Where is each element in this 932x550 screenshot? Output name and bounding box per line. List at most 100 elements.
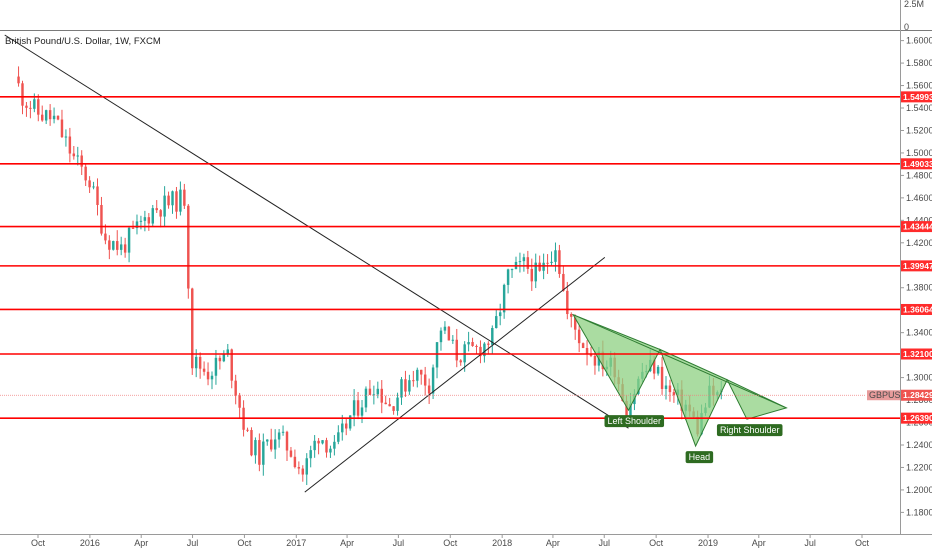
price-tick-label: 1.30000 [906, 373, 932, 383]
candle-down [625, 401, 628, 419]
candle-down [198, 356, 202, 369]
price-tick-label: 1.22000 [906, 462, 932, 472]
trendlines [4, 34, 629, 493]
candle-up [254, 440, 257, 456]
candle-up [281, 431, 285, 433]
horizontal-levels: 1.54993 1.49033 1.43444 1.39947 1.36064 1.321… [0, 91, 932, 424]
ascending-trendline [304, 257, 606, 493]
candle-down [526, 257, 530, 269]
time-tick-label: Oct [649, 538, 664, 548]
candle-down [234, 380, 237, 396]
candle-down [356, 400, 360, 416]
candle-up [44, 110, 48, 121]
candle-up [262, 441, 265, 465]
time-tick-label: Oct [237, 538, 252, 548]
candle-down [558, 250, 561, 274]
candle-down [459, 360, 462, 363]
candle-down [230, 349, 233, 381]
candle-up [396, 397, 399, 411]
candle-down [72, 153, 76, 157]
level-label: 1.36064 [903, 304, 932, 314]
candle-down [345, 423, 348, 429]
candle-down [581, 343, 585, 348]
candle-up [416, 369, 419, 381]
candle-up [151, 208, 154, 224]
candle-up [64, 136, 68, 138]
level-label-bg [901, 221, 932, 233]
level-label-bg [901, 260, 932, 272]
price-tick-label: 1.60000 [906, 36, 932, 46]
price-tick-label: 1.58000 [906, 58, 932, 68]
candle-down [250, 430, 253, 456]
level-label: 1.43444 [903, 222, 932, 232]
pattern-left-shoulder-triangle [572, 313, 661, 412]
candle-up [341, 423, 344, 433]
pattern-neckline [573, 314, 787, 409]
candle-up [554, 250, 557, 262]
time-axis[interactable]: Oct 2016 Apr Jul Oct 2017 Apr Jul Oct 2018 Apr Jul O… [31, 534, 870, 548]
candle-down [191, 288, 194, 369]
candle-down [88, 180, 91, 188]
level-label: 1.32100 [903, 349, 932, 359]
candle-down [479, 346, 482, 357]
candle-down [202, 368, 206, 372]
candle-down [392, 406, 395, 411]
candle-down [29, 107, 32, 109]
chart-title: British Pound/U.S. Dollar, 1W, FXCM [5, 36, 161, 47]
candle-down [325, 440, 328, 453]
time-tick-label: Jul [187, 538, 199, 548]
candle-down [25, 105, 28, 108]
candle-down [384, 402, 387, 405]
candle-up [435, 342, 439, 368]
inverse-head-and-shoulders-pattern [572, 313, 788, 448]
candle-up [143, 217, 147, 221]
time-tick-label: Jul [598, 538, 610, 548]
current-price-symbol: GBPUSD [869, 390, 908, 400]
pattern-head-triangle [659, 348, 728, 448]
current-price-value-bg [901, 389, 932, 401]
candle-up [629, 404, 632, 419]
level-label-bg [901, 303, 932, 315]
volume-pane-bg [0, 0, 900, 29]
candle-down [206, 371, 210, 380]
candle-down [487, 343, 490, 345]
time-tick-label: Oct [443, 538, 458, 548]
candle-up [510, 269, 514, 271]
candle-down [573, 316, 577, 330]
candle-up [139, 220, 143, 222]
time-tick-label: Oct [855, 538, 870, 548]
volume-pane: 2.5M 0 [0, 0, 932, 32]
candle-up [408, 380, 411, 392]
candle-up [163, 195, 166, 217]
time-tick-label: Jul [804, 538, 816, 548]
candle-up [171, 191, 174, 206]
candle-down [108, 240, 111, 250]
candle-down [368, 388, 372, 395]
head-label-bg [685, 451, 714, 464]
candle-up [360, 407, 364, 416]
candle-down [159, 210, 162, 217]
candle-down [84, 166, 87, 181]
candle-down [652, 359, 656, 374]
candle-up [321, 440, 324, 444]
candle-up [329, 448, 332, 453]
candle-up [664, 385, 668, 389]
time-tick-label: Jul [393, 538, 405, 548]
pattern-labels: Left Shoulder Head Right Shoulder [604, 415, 783, 464]
candle-up [467, 342, 470, 345]
candle-up [52, 115, 56, 120]
candle-down [562, 273, 565, 291]
level-label-bg [901, 348, 932, 360]
candle-up [210, 375, 214, 380]
candle-down [187, 205, 190, 289]
candle-down [167, 195, 170, 206]
candle-down [447, 326, 451, 341]
candle-up [352, 400, 356, 416]
candle-down [570, 314, 573, 317]
candle-up [222, 354, 226, 362]
price-tick-label: 1.46000 [906, 193, 932, 203]
candle-up [92, 186, 95, 188]
head-label: Head [689, 452, 711, 462]
level-label: 1.39947 [903, 261, 932, 271]
